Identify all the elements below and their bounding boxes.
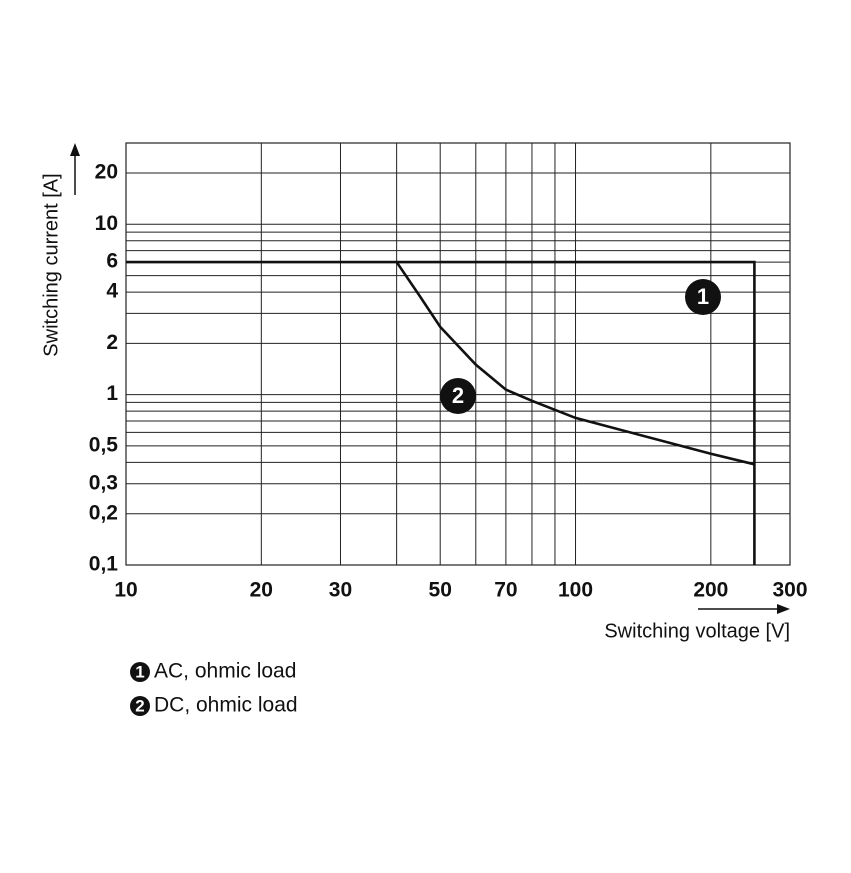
x-tick-label: 20 (250, 579, 273, 602)
x-tick-label: 50 (429, 579, 452, 602)
curve-badge-label: 1 (697, 284, 709, 309)
x-arrow-head (777, 604, 790, 614)
curve-badge (440, 378, 476, 414)
x-tick-label: 100 (558, 579, 593, 602)
y-tick-label: 1 (106, 382, 118, 405)
legend-badge-label: 1 (135, 662, 144, 681)
curve-badge-label: 2 (452, 383, 464, 408)
legend-badge (130, 696, 150, 716)
y-tick-label: 2 (106, 331, 118, 354)
y-tick-label: 0,5 (89, 433, 119, 456)
y-tick-label: 0,3 (89, 471, 118, 494)
y-tick-label: 20 (95, 161, 118, 184)
legend-label: DC, ohmic load (154, 694, 298, 717)
y-tick-label: 0,2 (89, 501, 118, 524)
x-tick-label: 300 (772, 579, 807, 602)
y-tick-label: 0,1 (89, 553, 119, 576)
y-tick-label: 6 (106, 250, 118, 273)
curve-badge (685, 279, 721, 315)
y-tick-label: 10 (95, 212, 118, 235)
y-axis-label: Switching current [A] (40, 173, 62, 356)
x-tick-label: 10 (114, 579, 137, 602)
legend-badge (130, 662, 150, 682)
legend-badge-label: 2 (135, 696, 144, 715)
y-tick-label: 4 (106, 280, 118, 303)
plot-frame (125, 142, 791, 566)
x-tick-label: 30 (329, 579, 352, 602)
x-tick-label: 70 (494, 579, 517, 602)
x-tick-label: 200 (693, 579, 728, 602)
x-axis-label: Switching voltage [V] (604, 620, 790, 642)
series-line (395, 261, 755, 466)
legend-label: AC, ohmic load (154, 660, 296, 683)
y-arrow-head (70, 143, 80, 156)
